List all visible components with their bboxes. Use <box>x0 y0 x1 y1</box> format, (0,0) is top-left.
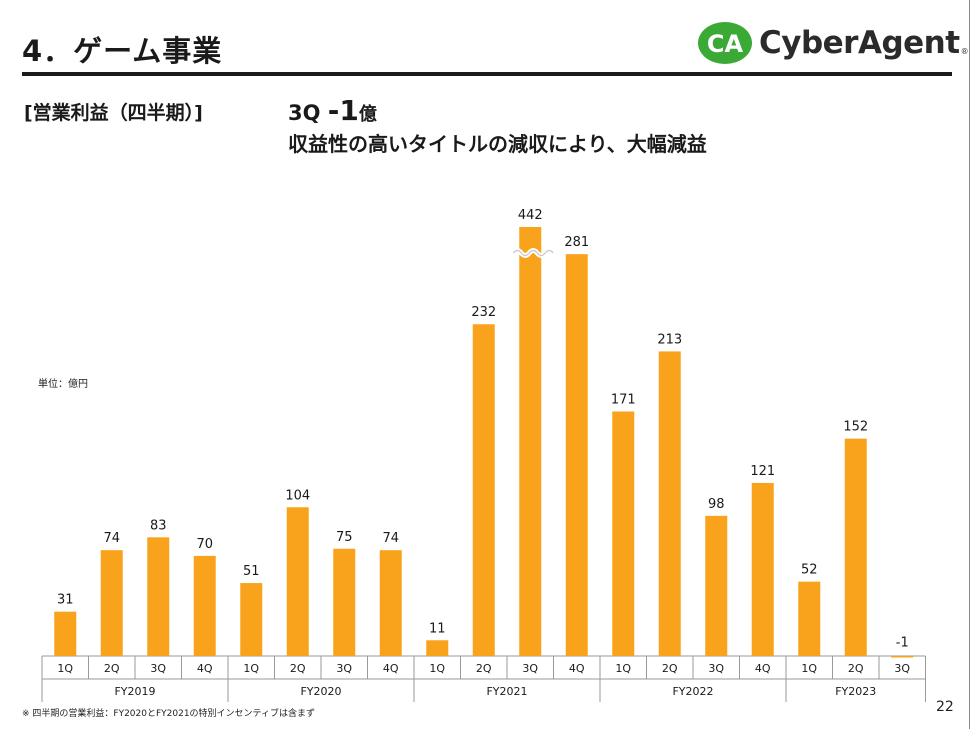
logo-text: CyberAgent <box>759 25 960 61</box>
bar-FY2021-3Q <box>519 227 542 656</box>
group-label: FY2019 <box>114 685 155 698</box>
tick-label: 2Q <box>476 662 492 675</box>
tick-label: 1Q <box>429 662 445 675</box>
data-label: 31 <box>57 593 74 608</box>
data-label: 74 <box>103 531 120 546</box>
headline-unit: 億 <box>358 104 377 125</box>
tick-label: 1Q <box>243 662 259 675</box>
footnote: ※ 四半期の営業利益：FY2020とFY2021の特別インセンティブは含まず <box>22 709 316 719</box>
tick-label: 2Q <box>662 662 678 675</box>
tick-label: 2Q <box>104 662 120 675</box>
tick-label: 2Q <box>848 662 864 675</box>
page-title: 4．ゲーム事業 <box>22 34 223 68</box>
bar-FY2022-2Q <box>658 351 681 656</box>
bar-FY2021-2Q <box>472 324 495 656</box>
title-divider <box>22 72 952 76</box>
page-number: 22 <box>936 699 954 715</box>
data-label: 442 <box>518 208 543 223</box>
logo-registered: ® <box>960 47 969 56</box>
bar-FY2019-1Q <box>54 611 77 656</box>
group-label: FY2022 <box>672 685 713 698</box>
bar-FY2021-1Q <box>426 640 449 656</box>
bar-FY2022-1Q <box>612 411 635 656</box>
tick-label: 1Q <box>801 662 817 675</box>
data-label: 11 <box>429 621 446 636</box>
bar-FY2020-2Q <box>286 507 309 656</box>
bar-FY2020-1Q <box>240 583 263 656</box>
headline-quarter: 3Q <box>288 101 321 125</box>
data-label: 52 <box>801 563 818 578</box>
data-label: -1 <box>896 636 909 651</box>
bar-FY2019-3Q <box>147 537 170 656</box>
headline: 3Q -1億 <box>288 94 377 127</box>
data-label: 121 <box>750 464 775 479</box>
data-label: 83 <box>150 518 167 533</box>
data-label: 74 <box>382 531 399 546</box>
data-label: 70 <box>196 537 213 552</box>
cyberagent-logo: CA CyberAgent ® <box>697 20 969 66</box>
bar-FY2020-4Q <box>379 550 402 656</box>
bar-FY2023-3Q <box>891 656 914 658</box>
data-label: 213 <box>657 332 682 347</box>
bar-FY2019-2Q <box>100 550 123 656</box>
subheadline: 収益性の高いタイトルの減収により、大幅減益 <box>288 132 707 156</box>
tick-label: 3Q <box>708 662 724 675</box>
data-label: 152 <box>843 420 868 435</box>
data-label: 232 <box>471 305 496 320</box>
data-label: 104 <box>285 488 310 503</box>
tick-label: 3Q <box>522 662 538 675</box>
cyberagent-logo-icon: CA <box>698 22 752 64</box>
tick-label: 1Q <box>57 662 73 675</box>
bar-FY2022-4Q <box>751 482 774 656</box>
bar-FY2023-1Q <box>798 581 821 656</box>
tick-label: 3Q <box>894 662 910 675</box>
data-label: 75 <box>336 530 353 545</box>
group-label: FY2023 <box>835 685 876 698</box>
bar-FY2020-3Q <box>333 548 356 656</box>
bar-FY2023-2Q <box>844 438 867 656</box>
tick-label: 3Q <box>336 662 352 675</box>
axis-break-mark <box>512 249 554 257</box>
logo-mark: CA <box>707 30 744 58</box>
tick-label: 4Q <box>569 662 585 675</box>
data-label: 98 <box>708 497 725 512</box>
tick-label: 4Q <box>383 662 399 675</box>
tick-label: 4Q <box>755 662 771 675</box>
bar-FY2022-3Q <box>705 515 728 656</box>
bar-FY2021-4Q <box>565 254 588 657</box>
headline-value: -1 <box>327 94 359 127</box>
bar-FY2019-4Q <box>193 555 216 656</box>
tick-label: 3Q <box>150 662 166 675</box>
unit-label: 単位：億円 <box>38 379 88 390</box>
tick-label: 4Q <box>197 662 213 675</box>
data-label: 281 <box>564 235 589 250</box>
data-label: 171 <box>611 392 636 407</box>
group-label: FY2020 <box>300 685 341 698</box>
data-label: 51 <box>243 564 260 579</box>
tick-label: 1Q <box>615 662 631 675</box>
group-label: FY2021 <box>486 685 527 698</box>
tick-label: 2Q <box>290 662 306 675</box>
section-label: [営業利益（四半期）] <box>24 102 203 124</box>
